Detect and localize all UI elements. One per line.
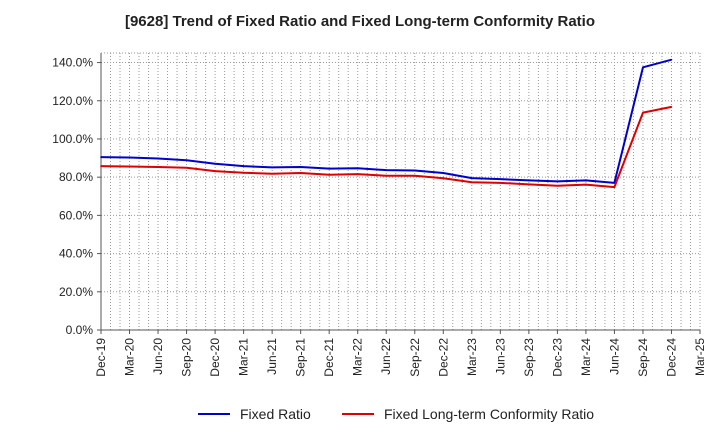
data-point	[385, 169, 388, 171]
x-tick-label: Sep-23	[522, 338, 536, 377]
x-tick-label: Sep-24	[636, 338, 650, 377]
y-tick-label: 140.0%	[52, 56, 93, 70]
x-tick-label: Dec-21	[322, 338, 336, 377]
data-point	[556, 180, 559, 183]
data-point	[328, 173, 330, 176]
data-point	[242, 171, 245, 174]
x-tick-label: Dec-20	[208, 338, 222, 377]
data-point	[499, 182, 502, 184]
data-point	[413, 175, 416, 177]
data-point	[585, 179, 587, 182]
x-tick-label: Dec-24	[664, 338, 678, 377]
data-point	[528, 183, 530, 186]
x-tick-label: Mar-22	[351, 338, 365, 376]
data-point	[100, 165, 102, 167]
x-tick-label: Jun-22	[379, 338, 393, 375]
data-point	[670, 106, 673, 108]
data-point	[128, 165, 131, 168]
data-point	[299, 172, 302, 174]
y-tick-label: 100.0%	[52, 132, 93, 146]
x-tick-label: Dec-19	[94, 338, 108, 377]
data-point	[185, 167, 188, 169]
data-point	[328, 167, 330, 170]
data-point	[214, 170, 216, 172]
x-tick-label: Jun-21	[265, 338, 279, 375]
x-tick-label: Dec-22	[436, 338, 450, 377]
x-tick-label: Dec-23	[550, 338, 564, 377]
x-tick-label: Jun-24	[607, 338, 621, 375]
data-point	[670, 58, 673, 61]
data-point	[413, 169, 416, 172]
y-tick-label: 20.0%	[59, 285, 93, 299]
data-point	[528, 179, 530, 182]
data-point	[385, 175, 388, 177]
y-tick-label: 120.0%	[52, 94, 93, 108]
data-point	[356, 167, 359, 169]
x-tick-label: Mar-20	[123, 338, 137, 376]
x-tick-label: Mar-21	[237, 338, 251, 376]
data-point	[442, 177, 445, 180]
plot-area	[101, 53, 700, 330]
data-point	[242, 165, 245, 167]
data-point	[128, 156, 131, 159]
data-point	[556, 184, 559, 187]
x-tick-label: Sep-21	[294, 338, 308, 377]
x-tick-label: Jun-23	[493, 338, 507, 375]
data-point	[642, 111, 644, 114]
legend-label-1: Fixed Ratio	[240, 406, 311, 422]
data-point	[613, 186, 616, 188]
data-point	[271, 166, 273, 169]
data-point	[442, 172, 445, 174]
data-point	[185, 159, 188, 161]
data-point	[471, 181, 473, 184]
data-point	[157, 166, 159, 168]
x-tick-label: Sep-22	[408, 338, 422, 377]
data-point	[157, 157, 159, 160]
y-tick-label: 40.0%	[59, 247, 93, 261]
x-tick-label: Sep-20	[180, 338, 194, 377]
data-point	[271, 172, 273, 175]
y-tick-label: 80.0%	[59, 170, 93, 184]
x-tick-label: Mar-25	[693, 338, 707, 376]
y-tick-label: 60.0%	[59, 208, 93, 222]
data-point	[299, 166, 302, 168]
data-point	[499, 178, 502, 180]
data-point	[642, 66, 644, 69]
data-point	[100, 156, 102, 158]
chart-title: [9628] Trend of Fixed Ratio and Fixed Lo…	[124, 13, 596, 30]
data-point	[356, 173, 359, 175]
data-point	[471, 177, 473, 179]
legend-label-2: Fixed Long-term Conformity Ratio	[384, 406, 594, 422]
data-point	[214, 163, 216, 165]
x-tick-label: Jun-20	[151, 338, 165, 375]
data-point	[585, 183, 587, 186]
y-tick-label: 0.0%	[66, 323, 94, 337]
x-tick-label: Mar-24	[579, 338, 593, 376]
x-tick-label: Mar-23	[465, 338, 479, 376]
